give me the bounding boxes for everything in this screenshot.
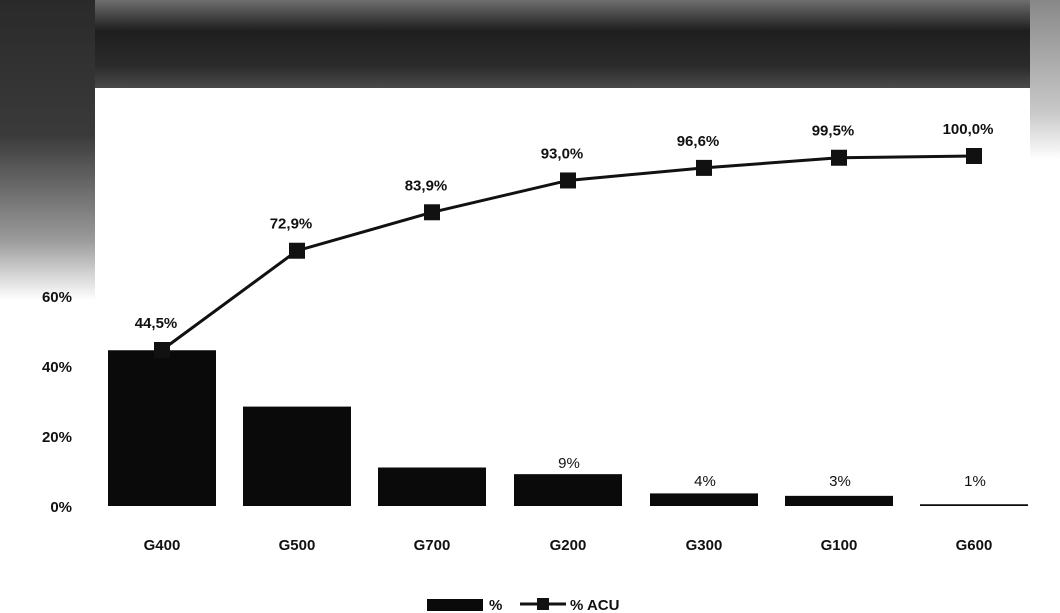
bar-G100 [785,495,893,506]
cumulative-data-label: 100,0% [943,121,994,138]
x-category-label: G500 [279,537,316,554]
bar-G200 [514,474,622,506]
bar-G700 [378,467,486,506]
cumulative-data-label: 99,5% [812,123,855,140]
cumulative-data-label: 93,0% [541,145,584,162]
y-tick-label: 20% [42,429,72,446]
legend-bar-label: % [489,597,502,613]
cumulative-marker-G700 [424,204,440,221]
bar-data-label: 4% [694,473,716,490]
cumulative-marker-G600 [966,148,982,164]
x-category-label: G100 [821,537,858,554]
cumulative-marker-G100 [831,149,847,166]
cumulative-marker-G200 [560,172,576,189]
scan-shadow-right [1030,0,1060,160]
legend-line-marker [537,598,549,610]
y-axis-ticks: 0% 20% 40% 60% [42,289,72,516]
x-category-label: G200 [550,537,587,554]
bar-G300 [650,493,758,506]
bar-data-label: 3% [829,473,851,490]
cumulative-data-label: 44,5% [135,315,178,332]
cumulative-data-labels: 44,5% 72,9% 83,9% 93,0% 96,6% 99,5% 100,0% [135,121,994,332]
y-tick-label: 40% [42,359,72,376]
scan-shadow-left [0,0,95,300]
cumulative-line-series [154,148,982,358]
x-axis-labels: G400 G500 G700 G200 G300 G100 G600 [144,537,993,554]
legend-bar-swatch [427,599,483,611]
bar-data-label: 9% [558,455,580,472]
cumulative-data-label: 96,6% [677,133,720,150]
x-category-label: G300 [686,537,723,554]
bar-G600 [920,504,1028,506]
legend: % % ACU [427,597,619,613]
x-category-label: G700 [414,537,451,554]
cumulative-marker-G300 [696,159,712,176]
bar-data-label: 1% [964,473,986,490]
bar-G500 [243,406,351,506]
bar-data-labels: 9% 4% 3% 1% [558,455,986,490]
y-tick-label: 0% [50,499,72,516]
bar-series [108,350,1028,506]
cumulative-data-label: 83,9% [405,177,448,194]
scan-shadow-top [0,0,1060,88]
y-tick-label: 60% [42,289,72,306]
bar-G400 [108,350,216,506]
cumulative-marker-G500 [289,242,305,259]
x-category-label: G400 [144,537,181,554]
legend-line-label: % ACU [570,597,619,613]
cumulative-data-label: 72,9% [270,216,313,233]
cumulative-marker-G400 [154,342,170,358]
x-category-label: G600 [956,537,993,554]
